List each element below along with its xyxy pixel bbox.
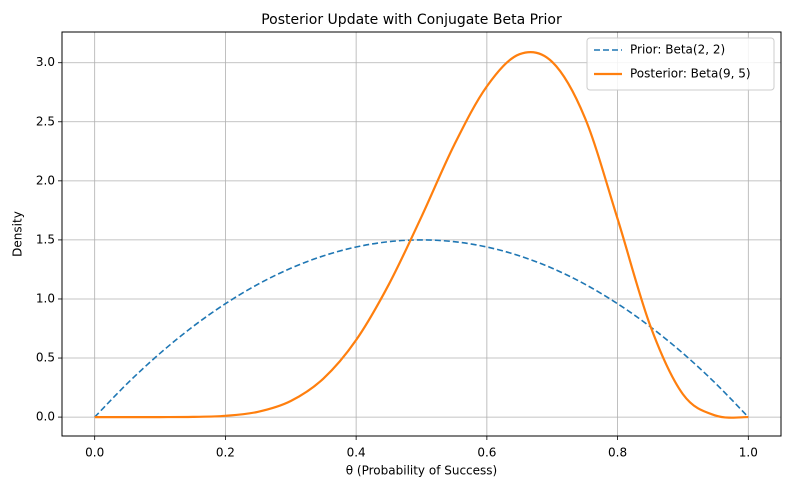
- x-tick-label: 1.0: [739, 446, 758, 460]
- gridlines: [62, 32, 781, 436]
- x-tick-label: 0.4: [347, 446, 366, 460]
- y-tick-label: 0.0: [36, 410, 55, 424]
- y-tick-label: 1.5: [36, 232, 55, 246]
- x-axis-ticks: 0.0 0.2 0.4 0.6 0.8 1.0: [85, 436, 758, 460]
- series-layer: [94, 50, 749, 419]
- y-tick-label: 3.0: [36, 55, 55, 69]
- plot-frame: [61, 31, 782, 437]
- plot-area: [61, 31, 782, 437]
- x-tick-label: 0.0: [85, 446, 104, 460]
- series-line-1: [94, 239, 749, 418]
- y-axis-ticks: 0.0 0.5 1.0 1.5 2.0 2.5 3.0: [36, 55, 62, 424]
- y-tick-label: 0.5: [36, 351, 55, 365]
- x-tick-label: 0.8: [608, 446, 627, 460]
- series-line-2: [94, 50, 749, 419]
- y-axis-title: Density: [11, 211, 25, 257]
- y-tick-label: 2.0: [36, 173, 55, 187]
- x-tick-label: 0.6: [477, 446, 496, 460]
- x-axis-title: θ (Probability of Success): [346, 464, 497, 478]
- y-tick-label: 2.5: [36, 114, 55, 128]
- legend-label: Prior: Beta(2, 2): [630, 43, 725, 57]
- y-tick-label: 1.0: [36, 291, 55, 305]
- legend-label: Posterior: Beta(9, 5): [630, 67, 751, 81]
- legend: Prior: Beta(2, 2) Posterior: Beta(9, 5): [586, 37, 775, 91]
- x-tick-label: 0.2: [216, 446, 235, 460]
- chart-title: Posterior Update with Conjugate Beta Pri…: [261, 12, 562, 28]
- legend-box: [586, 37, 775, 91]
